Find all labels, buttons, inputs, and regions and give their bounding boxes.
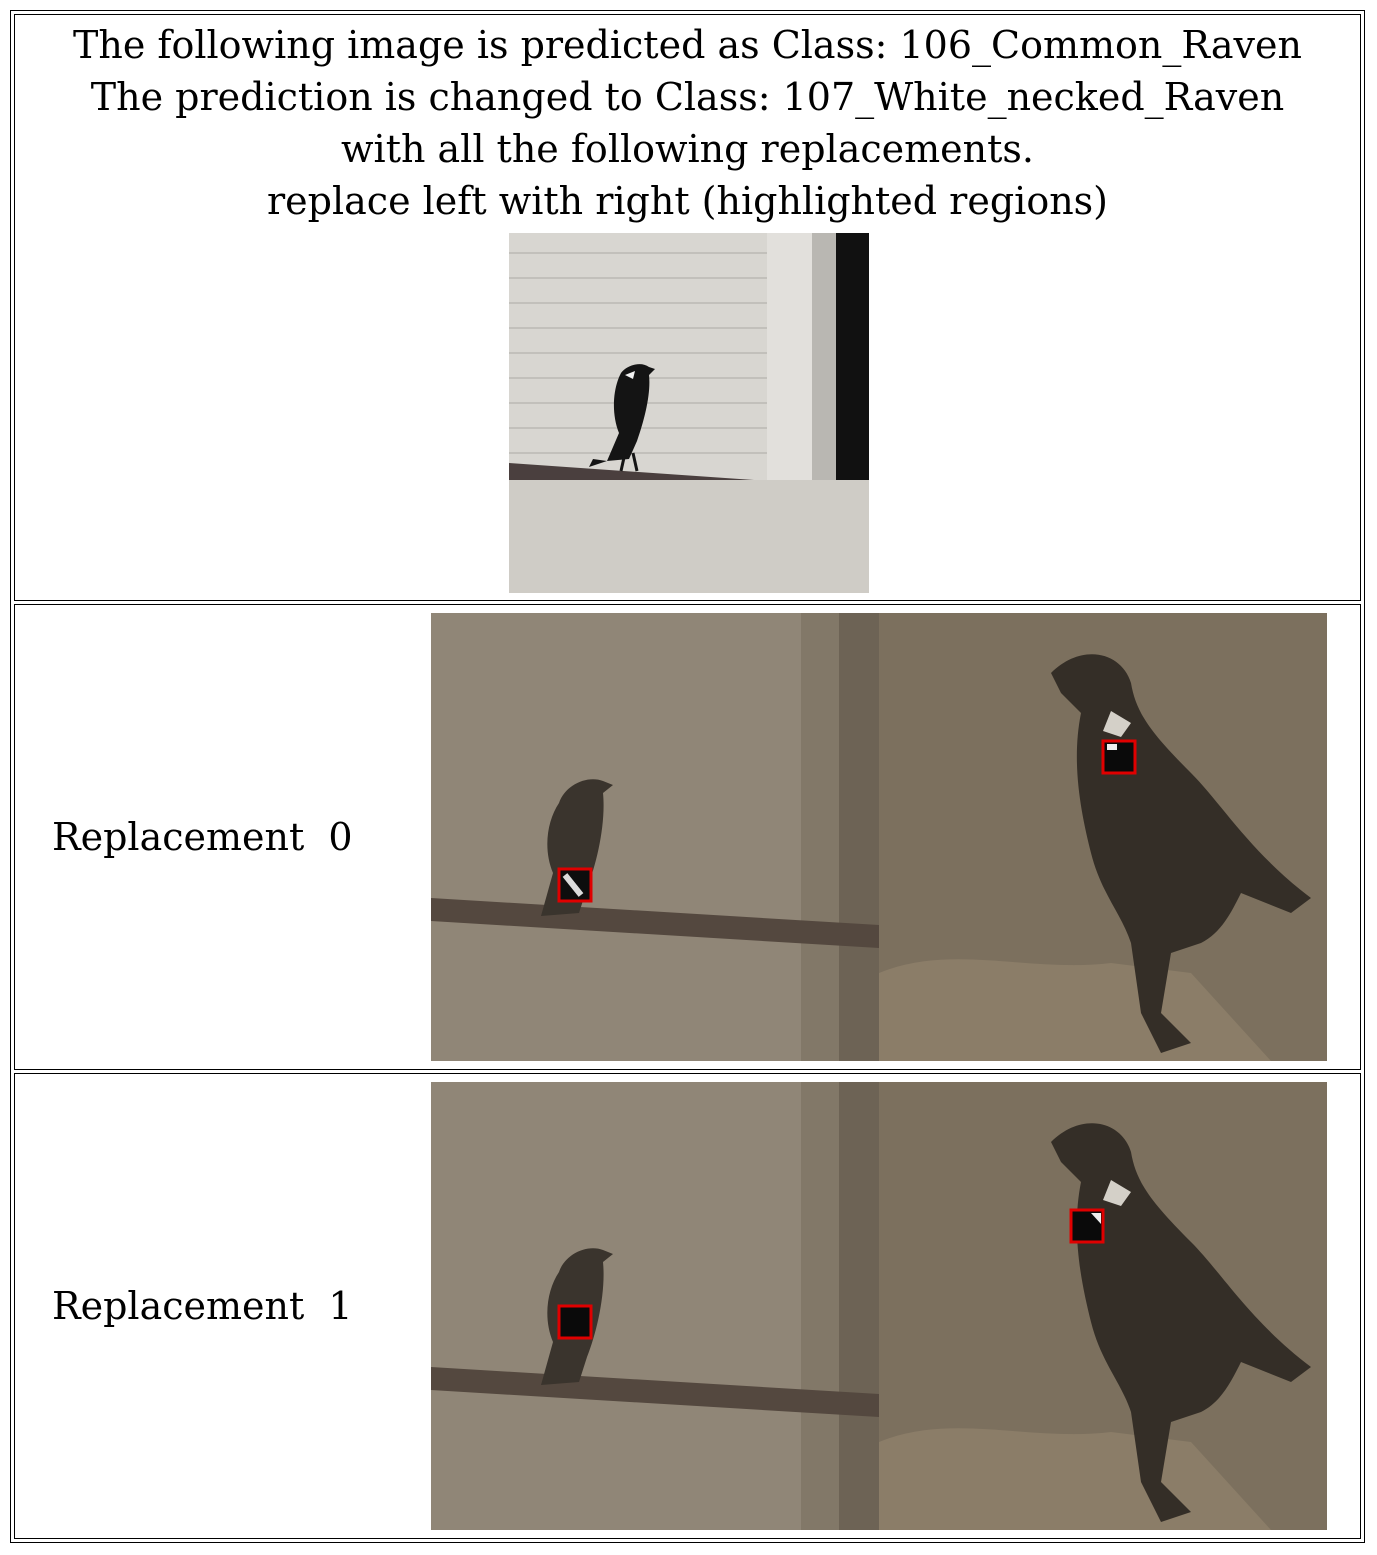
caption-line-1: The following image is predicted as Clas… <box>73 23 1302 67</box>
raven-right <box>1051 1123 1311 1522</box>
highlight-box-left <box>557 1304 593 1340</box>
query-image <box>509 233 869 593</box>
caption-line-3: with all the following replacements. <box>341 127 1034 171</box>
raven-query <box>589 364 655 472</box>
replacement-label: Replacement 1 <box>52 1284 353 1328</box>
replacement-image-pair <box>431 613 1327 1061</box>
replacement-label: Replacement 0 <box>52 815 353 859</box>
query-cell: The following image is predicted as Clas… <box>14 14 1361 601</box>
caption-line-4: replace left with right (highlighted reg… <box>267 179 1108 223</box>
caption: The following image is predicted as Clas… <box>15 19 1360 227</box>
caption-line-2: The prediction is changed to Class: 107_… <box>90 75 1285 119</box>
replacement-image-pair <box>431 1082 1327 1530</box>
figure-table: The following image is predicted as Clas… <box>10 10 1365 1543</box>
replacement-row-1: Replacement 1 <box>14 1073 1361 1539</box>
replacement-row-0: Replacement 0 <box>14 604 1361 1070</box>
